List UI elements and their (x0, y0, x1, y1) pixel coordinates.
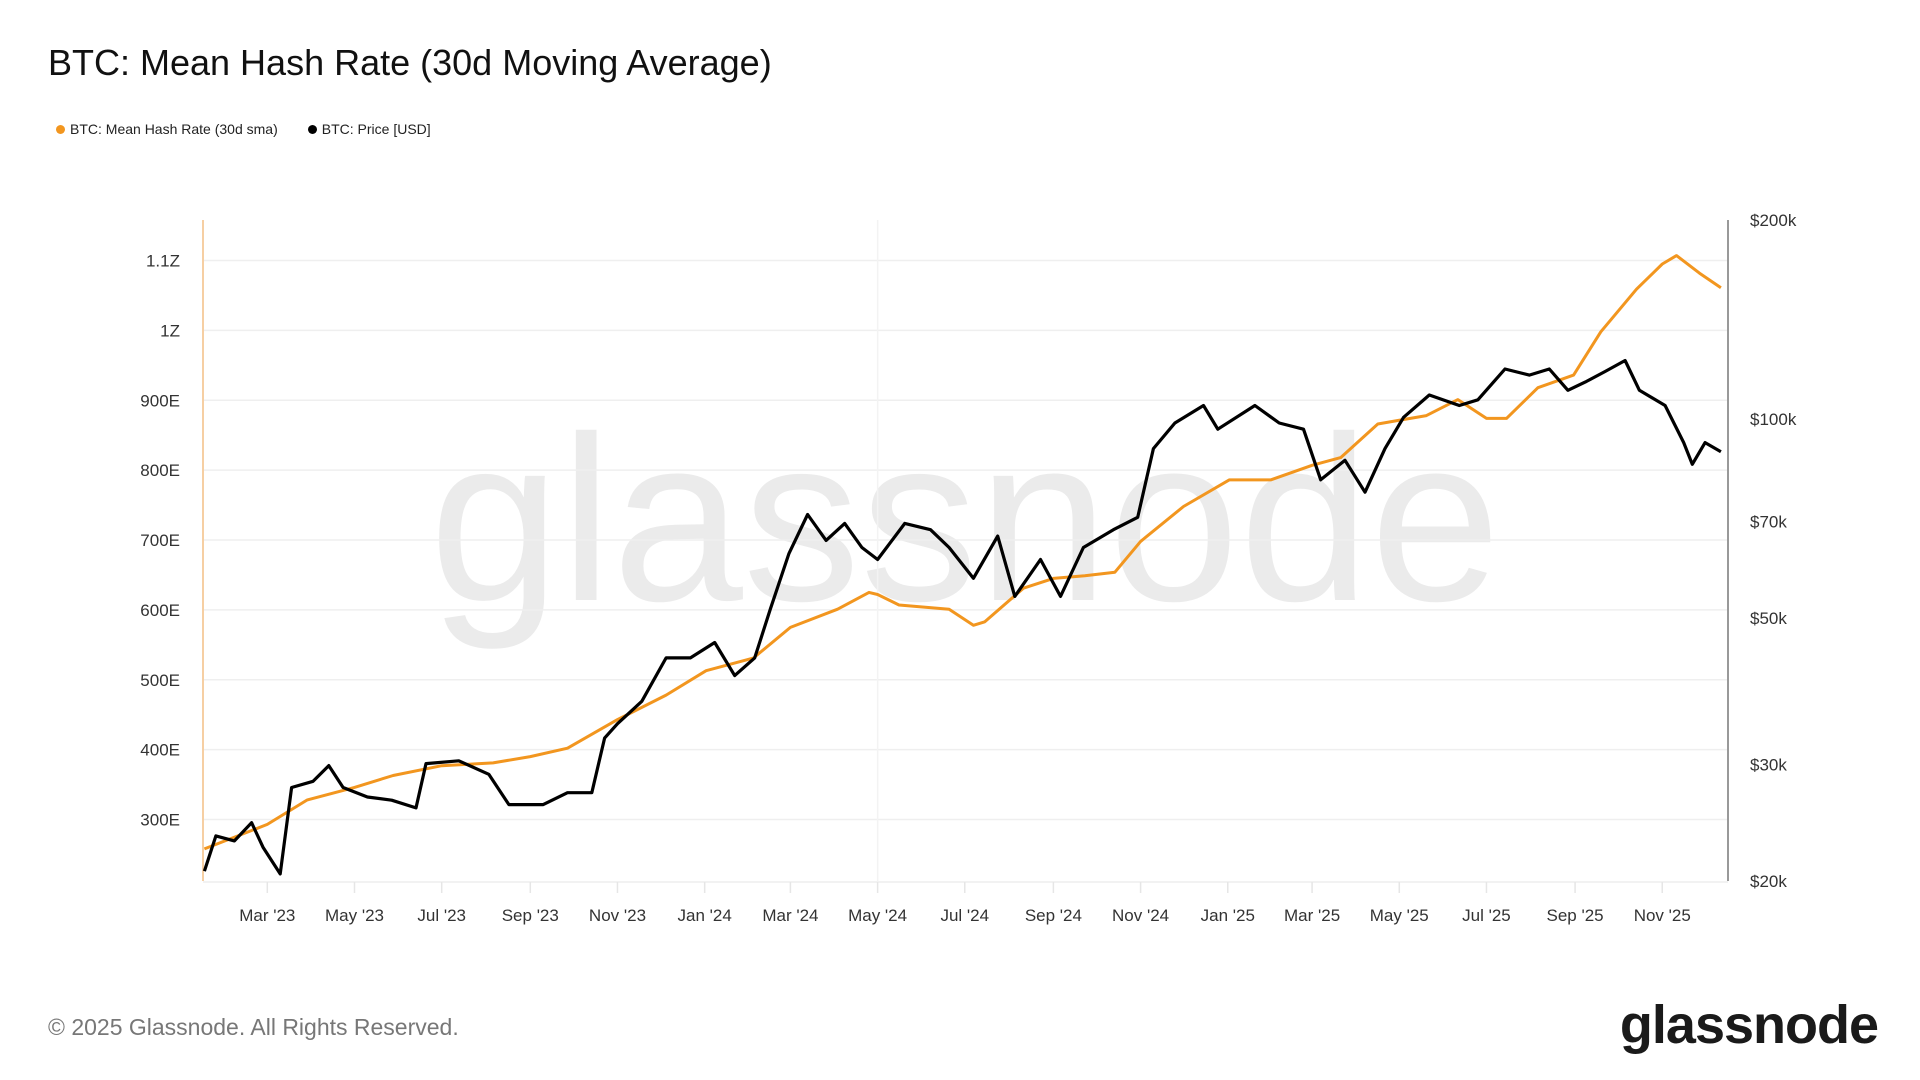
x-tick-label: Jul '23 (417, 906, 466, 925)
y-left-tick-label: 500E (140, 671, 180, 690)
x-tick-label: Nov '24 (1112, 906, 1169, 925)
y-left-tick-label: 900E (140, 391, 180, 410)
price-line (202, 358, 1722, 876)
y-left-tick-label: 600E (140, 601, 180, 620)
legend-item-price[interactable]: BTC: Price [USD] (307, 121, 431, 137)
chart-title: BTC: Mean Hash Rate (30d Moving Average) (48, 42, 772, 83)
watermark: glassnode (429, 387, 1500, 650)
series-lines (202, 254, 1722, 876)
y-left-tick-label: 300E (140, 811, 180, 830)
x-tick-label: Mar '24 (762, 906, 818, 925)
y-right-tick-label: $70k (1750, 512, 1787, 531)
y-right-tick-label: $50k (1750, 609, 1787, 628)
x-tick-label: Jul '25 (1462, 906, 1511, 925)
grid-lines (203, 220, 1728, 881)
x-tick-label: Mar '25 (1284, 906, 1340, 925)
y-left-tick-label: 1Z (160, 321, 180, 340)
x-tick-label: Sep '24 (1025, 906, 1082, 925)
x-tick-label: May '25 (1370, 906, 1429, 925)
axes: 300E 400E 500E 600E 700E 800E 900E 1Z 1.1Z $20k $3… (140, 211, 1797, 925)
x-tick-label: Jan '24 (678, 906, 732, 925)
legend-dot-price (307, 124, 317, 134)
x-tick-label: May '23 (325, 906, 384, 925)
x-tick-label: May '24 (848, 906, 907, 925)
x-tick-label: Nov '23 (589, 906, 646, 925)
legend-item-hash-rate[interactable]: BTC: Mean Hash Rate (30d sma) (56, 121, 278, 137)
x-tick-label: Jul '24 (940, 906, 989, 925)
y-right-tick-label: $30k (1750, 756, 1787, 775)
legend: BTC: Mean Hash Rate (30d sma) BTC: Price… (56, 121, 431, 137)
x-tick-label: Mar '23 (239, 906, 295, 925)
glassnode-logo: glassnode (1619, 995, 1879, 1055)
x-tick-label: Jan '25 (1201, 906, 1255, 925)
y-left-tick-label: 800E (140, 461, 180, 480)
y-right-tick-label: $200k (1750, 211, 1797, 230)
y-left-tick-label: 700E (140, 531, 180, 550)
legend-label-hash-rate: BTC: Mean Hash Rate (30d sma) (70, 121, 278, 137)
y-left-tick-label: 1.1Z (146, 252, 180, 271)
y-right-tick-label: $20k (1750, 872, 1787, 891)
x-tick-label: Sep '25 (1547, 906, 1604, 925)
legend-label-price: BTC: Price [USD] (321, 121, 431, 137)
copyright: © 2025 Glassnode. All Rights Reserved. (48, 1014, 459, 1040)
y-left-tick-label: 400E (140, 741, 180, 760)
y-right-tick-label: $100k (1750, 410, 1797, 429)
x-tick-label: Nov '25 (1634, 906, 1691, 925)
legend-dot-hash-rate (56, 124, 65, 134)
x-tick-label: Sep '23 (502, 906, 559, 925)
